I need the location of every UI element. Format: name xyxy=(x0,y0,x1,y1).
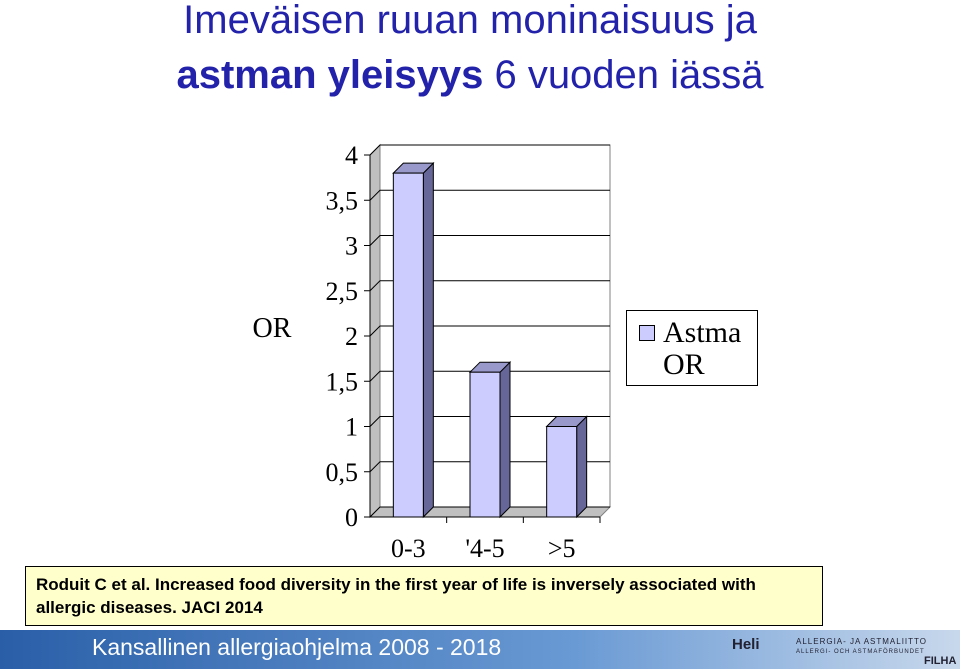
y-tick-label: 3 xyxy=(345,232,358,261)
bar xyxy=(469,371,501,518)
plot: 0 0,5 1 1,5 2 2,5 3 3,5 4 0-3 '4-5 >5 xyxy=(326,141,612,563)
grid-line xyxy=(369,461,610,473)
logo-liitto-sv: ALLERGI- OCH ASTMAFÖRBUNDET xyxy=(796,648,925,655)
legend-label: Astma OR xyxy=(663,316,742,381)
title-line2: astman yleisyys 6 vuoden iässä xyxy=(176,53,764,97)
y-tick-label: 4 xyxy=(345,141,358,170)
title-bold: astman yleisyys xyxy=(176,53,483,97)
y-tick-label: 0 xyxy=(345,503,358,532)
citation: Roduit C et al. Increased food diversity… xyxy=(25,566,823,626)
grid-line xyxy=(369,235,610,246)
grid-line xyxy=(369,416,610,427)
y-tick-label: 2,5 xyxy=(326,277,359,306)
bar-side xyxy=(576,415,588,519)
bar-side xyxy=(422,161,434,519)
legend: Astma OR xyxy=(626,310,758,386)
bar xyxy=(392,172,424,518)
y-tick-label: 3,5 xyxy=(326,186,359,215)
y-axis-label: OR xyxy=(253,313,292,344)
grid-line xyxy=(369,506,610,518)
logo-heli: Heli xyxy=(732,636,760,653)
x-tick-label: 0-3 xyxy=(391,534,426,563)
title-line1: Imeväisen ruuan moninaisuus ja xyxy=(183,0,757,42)
logo-liitto-fi: ALLERGIA- JA ASTMALIITTO xyxy=(796,637,927,646)
footer: Kansallinen allergiaohjelma 2008 - 2018 … xyxy=(0,630,960,669)
grid-line xyxy=(369,325,610,337)
logo-filha: FILHA xyxy=(924,655,956,667)
y-tick-label: 0,5 xyxy=(326,458,359,487)
y-tick-label: 2 xyxy=(345,322,358,351)
x-tick-label: '4-5 xyxy=(465,534,504,563)
x-tick-label: >5 xyxy=(548,534,576,563)
title-rest: 6 vuoden iässä xyxy=(494,53,764,97)
logos: Heli ALLERGIA- JA ASTMALIITTO ALLERGI- O… xyxy=(732,636,956,667)
y-tick-label: 1,5 xyxy=(326,367,359,396)
y-tick-label: 1 xyxy=(345,413,358,442)
grid-line xyxy=(369,370,610,382)
bar xyxy=(546,426,578,518)
legend-swatch xyxy=(639,325,655,341)
grid-line xyxy=(369,189,610,201)
footer-text: Kansallinen allergiaohjelma 2008 - 2018 xyxy=(92,634,502,660)
bar-side xyxy=(499,360,511,519)
grid-line xyxy=(369,280,610,292)
grid-line xyxy=(369,144,610,156)
